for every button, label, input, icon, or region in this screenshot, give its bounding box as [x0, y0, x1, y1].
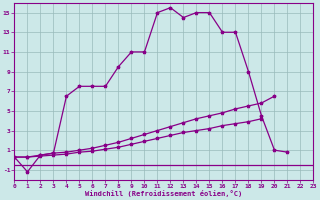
X-axis label: Windchill (Refroidissement éolien,°C): Windchill (Refroidissement éolien,°C)	[85, 190, 243, 197]
